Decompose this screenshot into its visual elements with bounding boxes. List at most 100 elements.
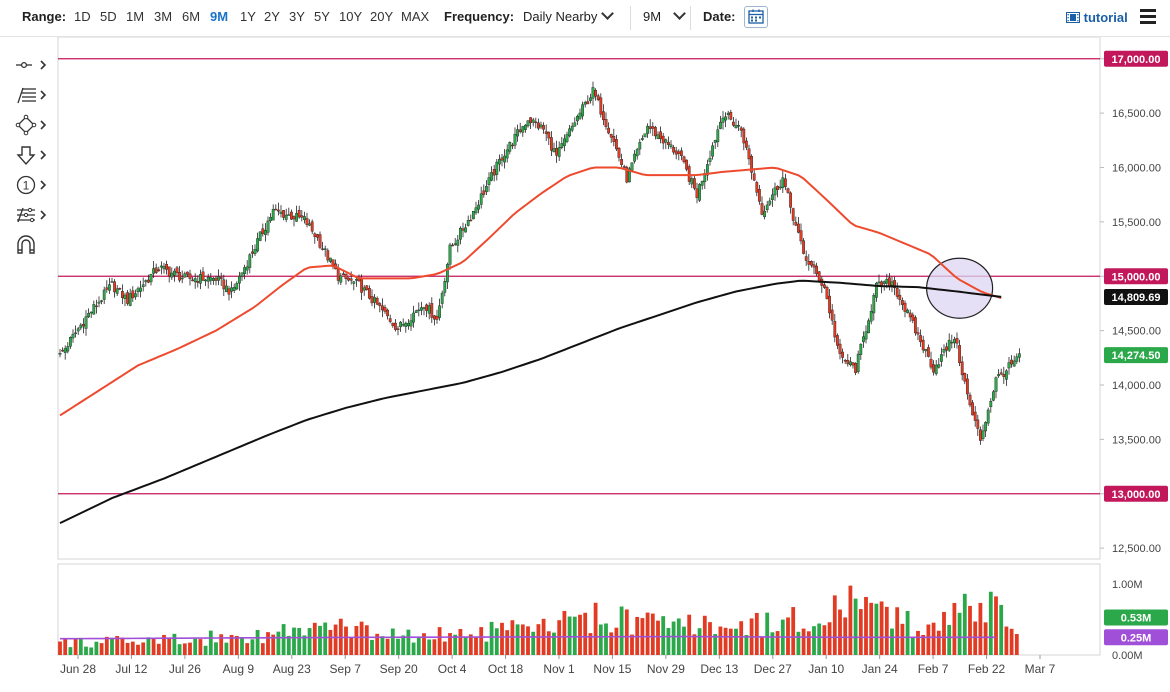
volume-bar bbox=[323, 622, 328, 655]
candle-body bbox=[368, 288, 371, 299]
candle-body bbox=[586, 101, 590, 105]
candle-body bbox=[849, 361, 852, 366]
annotation-tool-button[interactable]: 1 bbox=[10, 174, 50, 196]
volume-bar bbox=[572, 616, 577, 655]
candle-body bbox=[646, 125, 650, 134]
slow-moving-average-line bbox=[59, 279, 1002, 525]
candle-body bbox=[706, 164, 709, 176]
candle-body bbox=[547, 131, 551, 139]
candle-body bbox=[446, 264, 449, 283]
candle-body bbox=[817, 271, 821, 282]
studies-tool-button[interactable] bbox=[10, 204, 50, 226]
x-tick-label: Oct 4 bbox=[438, 662, 467, 676]
range-20y[interactable]: 20Y bbox=[370, 9, 394, 24]
candle-body bbox=[966, 378, 969, 395]
volume-bar bbox=[952, 602, 957, 655]
candle-body bbox=[414, 310, 418, 313]
candle-body bbox=[622, 166, 626, 168]
calendar-button[interactable] bbox=[744, 6, 768, 28]
candle-body bbox=[651, 126, 655, 129]
frequency-select[interactable]: Daily Nearby bbox=[523, 7, 615, 25]
candle-body bbox=[360, 277, 363, 293]
candle-body bbox=[851, 362, 855, 366]
shapes-tool-button[interactable] bbox=[10, 114, 50, 136]
range-6m[interactable]: 6M bbox=[182, 9, 201, 24]
volume-bar bbox=[921, 634, 926, 655]
period-select[interactable]: 9M bbox=[643, 7, 686, 25]
arrow-tool-button[interactable] bbox=[10, 144, 50, 166]
candle-body bbox=[968, 394, 972, 406]
candle-body bbox=[976, 419, 980, 429]
volume-flag bbox=[1104, 609, 1168, 626]
range-10y[interactable]: 10Y bbox=[339, 9, 363, 24]
candle-body bbox=[316, 234, 319, 238]
range-1y[interactable]: 1Y bbox=[240, 9, 256, 24]
candle-body bbox=[417, 309, 421, 312]
range-2y[interactable]: 2Y bbox=[264, 9, 280, 24]
volume-bar bbox=[474, 637, 478, 655]
tutorial-label: tutorial bbox=[1083, 10, 1128, 25]
candle-body bbox=[914, 317, 917, 334]
range-5y[interactable]: 5Y bbox=[314, 9, 330, 24]
range-1d[interactable]: 1D bbox=[74, 9, 91, 24]
magnet-tool-button[interactable] bbox=[10, 234, 50, 256]
candle-body bbox=[661, 135, 665, 144]
candle-body bbox=[209, 277, 213, 281]
candle-body bbox=[885, 278, 889, 284]
volume-bar bbox=[271, 634, 276, 655]
candle-body bbox=[685, 159, 689, 170]
candle-body bbox=[771, 194, 774, 200]
candle-body bbox=[729, 112, 733, 120]
range-5d[interactable]: 5D bbox=[100, 9, 117, 24]
candle-body bbox=[347, 277, 350, 281]
candle-body bbox=[237, 276, 241, 284]
tutorial-link[interactable]: tutorial bbox=[1066, 10, 1128, 25]
candle-body bbox=[654, 127, 657, 137]
candle-body bbox=[422, 307, 426, 309]
candle-body bbox=[755, 182, 759, 193]
volume-bar bbox=[489, 621, 494, 655]
hamburger-menu-icon[interactable] bbox=[1140, 9, 1156, 25]
fib-tool-button[interactable] bbox=[10, 84, 50, 106]
volume-bar bbox=[375, 633, 380, 655]
range-1m[interactable]: 1M bbox=[126, 9, 145, 24]
volume-bar bbox=[728, 628, 733, 655]
volume-bar bbox=[260, 643, 265, 655]
candle-body bbox=[248, 254, 252, 268]
candle-body bbox=[833, 321, 837, 338]
range-label: Range: bbox=[22, 9, 67, 24]
volume-bar bbox=[983, 622, 988, 655]
crosshair-tool-button[interactable] bbox=[10, 54, 50, 76]
candle-body bbox=[612, 136, 616, 142]
candle-body bbox=[401, 324, 405, 326]
candle-body bbox=[485, 185, 488, 193]
candle-body bbox=[256, 238, 259, 252]
candle-body bbox=[992, 391, 995, 401]
range-3y[interactable]: 3Y bbox=[289, 9, 305, 24]
candle-body bbox=[313, 233, 317, 237]
candle-body bbox=[825, 287, 829, 299]
volume-bar bbox=[890, 628, 894, 655]
range-3m[interactable]: 3M bbox=[154, 9, 173, 24]
candle-body bbox=[1007, 362, 1011, 369]
volume-bar bbox=[479, 627, 484, 655]
range-max[interactable]: MAX bbox=[401, 9, 430, 24]
range-9m[interactable]: 9M bbox=[210, 9, 229, 24]
candle-body bbox=[934, 364, 938, 375]
price-chart[interactable]: 12,500.00 13,000.00 13,500.00 14,000.00 14,5… bbox=[0, 37, 1170, 692]
candle-body bbox=[763, 210, 767, 218]
candle-body bbox=[261, 228, 265, 234]
candle-body bbox=[693, 178, 696, 189]
x-tick-label: Oct 18 bbox=[488, 662, 524, 676]
candle-body bbox=[271, 209, 275, 221]
candle-body bbox=[490, 172, 493, 181]
candle-body bbox=[862, 336, 865, 343]
volume-bar bbox=[432, 639, 437, 655]
candle-body bbox=[797, 223, 800, 233]
candle-body bbox=[141, 284, 145, 287]
candle-body bbox=[760, 203, 764, 215]
candle-body bbox=[170, 272, 174, 278]
candle-body bbox=[581, 104, 585, 117]
candle-body bbox=[841, 351, 845, 358]
candle-body bbox=[830, 309, 834, 321]
